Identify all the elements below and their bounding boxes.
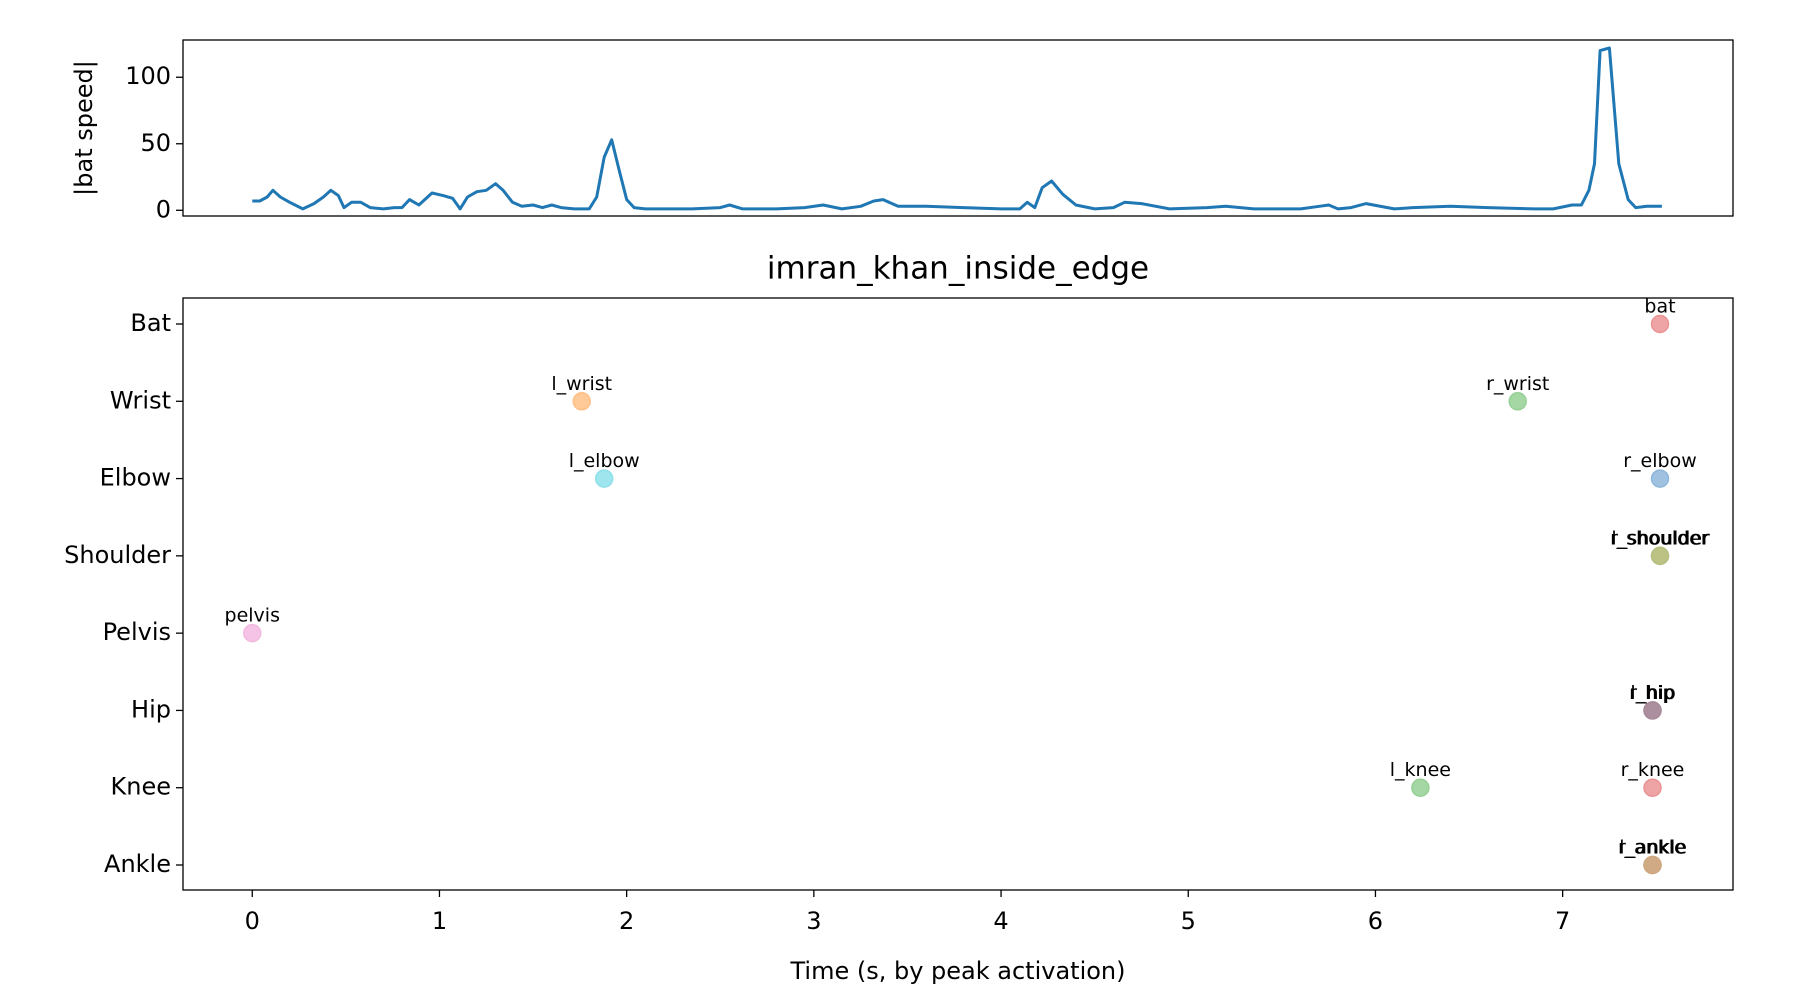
point bbox=[1650, 314, 1670, 334]
y-tick-label: Wrist bbox=[110, 386, 171, 414]
point bbox=[1508, 392, 1527, 411]
x-tick-label: 1 bbox=[432, 907, 447, 935]
x-axis-label: Time (s, by peak activation) bbox=[789, 957, 1125, 985]
point-label: bat bbox=[1644, 296, 1675, 318]
x-tick-label: 2 bbox=[619, 907, 634, 935]
point bbox=[1643, 701, 1662, 720]
point bbox=[1643, 855, 1662, 875]
point bbox=[572, 392, 591, 411]
x-tick-label: 7 bbox=[1555, 907, 1570, 935]
point bbox=[1643, 778, 1662, 797]
y-tick-label: Shoulder bbox=[64, 541, 171, 569]
axes-frame bbox=[182, 297, 1734, 891]
x-tick-label: 5 bbox=[1181, 907, 1196, 935]
point-label: r_wrist bbox=[1486, 373, 1549, 395]
point bbox=[1650, 469, 1670, 488]
point-label: l_elbow bbox=[569, 450, 640, 472]
y-tick-label: 50 bbox=[140, 129, 171, 157]
point-label: l_ankle bbox=[1619, 837, 1685, 859]
x-tick-label: 6 bbox=[1368, 907, 1383, 935]
point-label: r_knee bbox=[1621, 759, 1685, 781]
y-tick-label: Ankle bbox=[104, 850, 171, 878]
y-tick-label: Knee bbox=[111, 773, 171, 801]
chart-title: imran_khan_inside_edge bbox=[767, 251, 1149, 287]
y-tick-label: 100 bbox=[125, 62, 171, 90]
point-label: r_hip bbox=[1629, 682, 1676, 704]
point-label: l_knee bbox=[1390, 759, 1451, 781]
point-label: pelvis bbox=[225, 605, 280, 627]
point bbox=[594, 469, 614, 488]
y-tick-label: Hip bbox=[131, 695, 171, 723]
point bbox=[1411, 778, 1430, 797]
y-axis-label: |bat speed| bbox=[70, 60, 98, 196]
point-label: l_shoulder bbox=[1611, 527, 1708, 549]
x-tick-label: 3 bbox=[806, 907, 821, 935]
point-label: r_shoulder bbox=[1610, 527, 1710, 549]
x-tick-label: 0 bbox=[245, 907, 260, 935]
point bbox=[243, 623, 262, 643]
point-label: l_wrist bbox=[551, 373, 612, 395]
point bbox=[1650, 546, 1670, 566]
y-tick-label: 0 bbox=[156, 195, 171, 223]
point-label: l_hip bbox=[1630, 682, 1674, 704]
point-label: r_elbow bbox=[1623, 450, 1697, 472]
y-tick-label: Elbow bbox=[100, 464, 171, 492]
x-tick-label: 4 bbox=[993, 907, 1008, 935]
axes-frame bbox=[182, 39, 1734, 217]
point-label: r_ankle bbox=[1618, 837, 1687, 859]
y-tick-label: Pelvis bbox=[103, 618, 171, 646]
y-tick-label: Bat bbox=[130, 309, 171, 337]
speed-line bbox=[252, 46, 1662, 211]
